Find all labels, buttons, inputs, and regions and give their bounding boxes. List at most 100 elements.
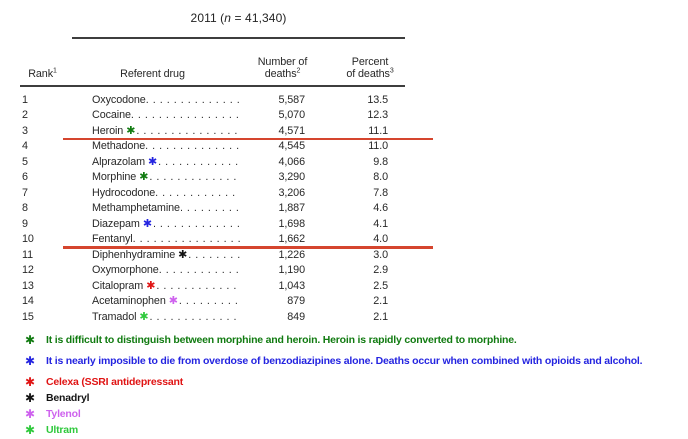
table-title: 2011 (n = 41,340) (72, 11, 405, 25)
drug-cell: Fentanyl (65, 233, 240, 245)
deaths-cell: 3,206 (278, 186, 305, 199)
header-deaths-line1: Number of (257, 55, 308, 68)
drug-name: Diazepam (92, 217, 140, 230)
header-percent-line1: Percent (351, 55, 389, 68)
footnote-asterisk-icon: ✱ (25, 354, 35, 368)
table-title-suffix: = 41,340) (231, 11, 287, 25)
rank-cell: 9 (22, 217, 28, 230)
dot-leader (159, 264, 240, 276)
footnote-text: Benadryl (46, 392, 90, 404)
rank-cell: 10 (22, 233, 34, 246)
header-rank-label: Rank (28, 68, 53, 81)
table-header-row: Rank1 Referent drug Number of deaths2 Per… (20, 50, 405, 81)
header-number-of-deaths: Number of deaths2 (240, 56, 325, 81)
deaths-cell: 4,545 (278, 140, 305, 153)
percent-cell: 12.3 (367, 109, 388, 122)
footnote-text: Celexa (SSRI antidepressant (46, 376, 183, 388)
drug-cell: Alprazolam ✱ (65, 156, 240, 168)
drug-cell: Morphine ✱ (65, 171, 240, 183)
percent-cell: 8.0 (373, 171, 388, 184)
table-row: 9 Diazepam✱ 1,698 4.1 (20, 216, 405, 232)
table-row: 1 Oxycodone 5,587 13.5 (20, 92, 405, 108)
drug-cell: Acetaminophen ✱ (65, 295, 240, 307)
footnote-asterisk-marker: ✱ (126, 124, 136, 137)
drug-cell: Methadone (65, 140, 240, 152)
drug-cell: Cocaine (65, 109, 240, 121)
rank-cell: 5 (22, 155, 28, 168)
header-deaths-superscript: 2 (296, 67, 301, 75)
footnote-asterisk-icon: ✱ (25, 407, 35, 421)
dot-leader (156, 280, 240, 292)
drug-name: Acetaminophen (92, 295, 166, 308)
percent-cell: 4.0 (373, 233, 388, 246)
dot-leader (155, 187, 240, 199)
table-title-n-italic: n (224, 11, 232, 25)
percent-cell: 4.6 (373, 202, 388, 215)
drug-name: Methamphetamine (92, 202, 180, 215)
rank-cell: 13 (22, 279, 34, 292)
dot-leader (145, 140, 240, 152)
drug-cell: Oxymorphone (65, 264, 240, 276)
rank-cell: 14 (22, 295, 34, 308)
footnote-asterisk-marker: ✱ (146, 279, 156, 292)
drug-cell: Heroin ✱ (65, 125, 240, 137)
drug-name: Alprazolam (92, 155, 146, 168)
dot-leader (153, 218, 240, 230)
header-percent-of-deaths: Percent of deaths3 (325, 56, 405, 81)
footnote-item: ✱ It is nearly imposible to die from over… (25, 355, 683, 368)
red-underline-annotation (63, 137, 433, 140)
drug-cell: Oxycodone (65, 94, 240, 106)
table-title-prefix: 2011 ( (190, 11, 225, 25)
footnote-asterisk-icon: ✱ (25, 391, 35, 405)
footnote-text: It is difficult to distinguish between m… (46, 334, 517, 346)
footnote-asterisk-marker: ✱ (168, 295, 178, 308)
footnote-item: ✱ It is difficult to distinguish between … (25, 334, 683, 347)
footnote-item: ✱ Tylenol (25, 408, 683, 421)
percent-cell: 9.8 (373, 155, 388, 168)
rank-cell: 3 (22, 124, 28, 137)
dot-leader (179, 295, 240, 307)
table-row: 6 Morphine✱ 3,290 8.0 (20, 170, 405, 186)
deaths-cell: 879 (287, 295, 305, 308)
percent-cell: 4.1 (373, 217, 388, 230)
table-row: 2 Cocaine 5,070 12.3 (20, 108, 405, 124)
percent-cell: 11.0 (368, 140, 388, 153)
drug-name: Citalopram (92, 279, 144, 292)
deaths-cell: 5,587 (278, 93, 305, 106)
footnote-asterisk-marker: ✱ (178, 248, 188, 261)
drug-name: Heroin (92, 124, 124, 137)
drug-name: Morphine (92, 171, 137, 184)
table-top-rule (72, 37, 405, 39)
rank-cell: 8 (22, 202, 28, 215)
dot-leader (146, 94, 240, 106)
dot-leader (180, 202, 240, 214)
footnote-asterisk-marker: ✱ (142, 217, 152, 230)
drug-name: Tramadol (92, 310, 137, 323)
footnote-text: Ultram (46, 424, 79, 436)
percent-cell: 2.1 (373, 295, 388, 308)
footnote-text: Tylenol (46, 408, 81, 420)
drug-name: Fentanyl (92, 233, 133, 246)
drug-name: Oxymorphone (92, 264, 159, 277)
deaths-cell: 1,190 (278, 264, 305, 277)
drug-name: Methadone (92, 140, 146, 153)
drug-name: Diphenhydramine (92, 248, 176, 261)
table-row: 10 Fentanyl 1,662 4.0 (20, 232, 433, 249)
dot-leader (188, 249, 240, 261)
drug-cell: Tramadol ✱ (65, 311, 240, 323)
red-underline-annotation (63, 246, 433, 249)
rank-cell: 12 (22, 264, 34, 277)
percent-cell: 2.9 (373, 264, 388, 277)
rank-cell: 7 (22, 186, 28, 199)
rank-cell: 4 (22, 140, 28, 153)
drug-name: Cocaine (92, 109, 131, 122)
footnote-asterisk-marker: ✱ (148, 155, 158, 168)
deaths-cell: 4,571 (278, 124, 305, 137)
dot-leader (150, 311, 240, 323)
header-percent-line2: of deaths (346, 68, 390, 81)
header-referent-drug: Referent drug (65, 68, 240, 81)
rank-cell: 2 (22, 109, 28, 122)
dot-leader (131, 109, 240, 121)
table-row: 11 Diphenhydramine✱ 1,226 3.0 (20, 247, 405, 263)
deaths-cell: 5,070 (278, 109, 305, 122)
